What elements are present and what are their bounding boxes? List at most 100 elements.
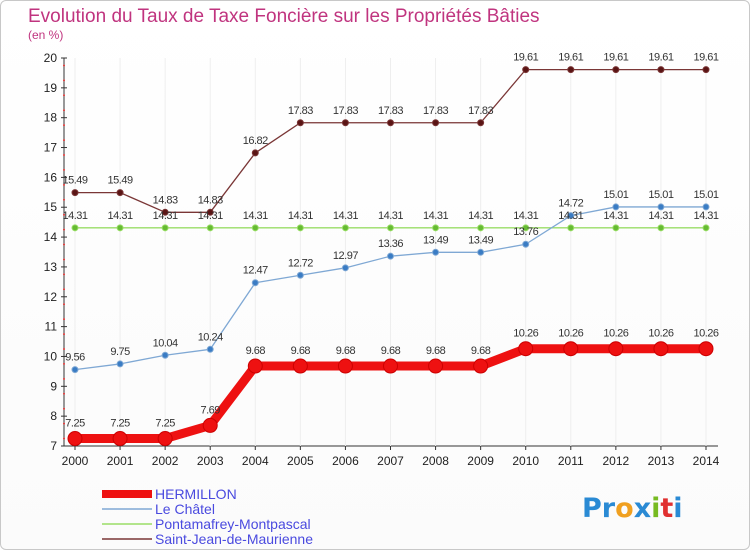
data-point-pontamafrey-montpascal (612, 224, 620, 232)
data-point-pontamafrey-montpascal (657, 224, 665, 232)
y-tick-label: 20 (44, 51, 58, 65)
data-point-saint-jean-de-maurienne (296, 119, 304, 127)
data-label-hermillon: 7.25 (110, 418, 130, 430)
data-point-hermillon (383, 358, 398, 374)
y-minor-dot (63, 243, 65, 246)
y-minor-dot (63, 333, 65, 336)
data-point-pontamafrey-montpascal (567, 224, 575, 232)
y-tick-label: 12 (44, 290, 58, 304)
proxiti-logo: Proxiti (582, 493, 683, 524)
data-label-hermillon: 7.25 (65, 418, 85, 430)
data-point-hermillon (518, 341, 534, 357)
data-point-hermillon (112, 431, 128, 447)
data-label-hermillon: 9.68 (471, 345, 491, 357)
y-minor-dot (63, 168, 65, 171)
data-point-pontamafrey-montpascal (702, 224, 710, 232)
y-minor-dot (63, 198, 65, 201)
y-minor-dot (63, 407, 65, 410)
data-point-saint-jean-de-maurienne (387, 119, 394, 127)
y-minor-dot (63, 79, 65, 82)
data-label-saint-jean-de-maurienne: 19.61 (513, 52, 538, 64)
data-point-hermillon (428, 358, 444, 374)
data-label-le-chatel: 12.72 (288, 257, 313, 269)
data-point-pontamafrey-montpascal (387, 224, 394, 232)
data-label-saint-jean-de-maurienne: 19.61 (603, 52, 628, 64)
x-tick-label: 2000 (62, 454, 89, 468)
data-label-hermillon: 10.26 (558, 328, 583, 340)
data-point-pontamafrey-montpascal (71, 224, 79, 232)
data-point-pontamafrey-montpascal (432, 224, 440, 232)
x-tick-label: 2010 (512, 454, 539, 468)
data-point-hermillon (157, 431, 173, 447)
data-label-saint-jean-de-maurienne: 19.61 (648, 52, 673, 64)
data-label-le-chatel: 10.24 (198, 331, 223, 343)
logo-letter: P (582, 493, 602, 524)
data-label-saint-jean-de-maurienne: 19.61 (558, 52, 583, 64)
y-minor-dot (63, 348, 65, 350)
legend-label-saint-jean-de-maurienne: Saint-Jean-de-Maurienne (155, 531, 313, 547)
y-minor-dot (63, 288, 65, 291)
data-point-le-chatel (251, 279, 259, 287)
x-tick-label: 2008 (422, 454, 449, 468)
data-point-saint-jean-de-maurienne (432, 119, 440, 127)
x-tick-label: 2005 (287, 454, 314, 468)
data-point-hermillon (608, 341, 624, 357)
data-point-saint-jean-de-maurienne (71, 189, 79, 197)
data-label-saint-jean-de-maurienne: 16.82 (243, 135, 268, 147)
data-point-pontamafrey-montpascal (477, 224, 485, 232)
data-point-pontamafrey-montpascal (206, 224, 214, 232)
data-label-saint-jean-de-maurienne: 14.83 (153, 194, 178, 206)
y-tick-label: 18 (44, 111, 58, 125)
data-point-saint-jean-de-maurienne (161, 208, 169, 216)
x-tick-label: 2002 (152, 454, 179, 468)
y-tick-label: 16 (44, 170, 58, 184)
data-label-hermillon: 10.26 (603, 328, 628, 340)
y-minor-dot (63, 139, 65, 142)
data-label-saint-jean-de-maurienne: 15.49 (108, 175, 133, 187)
data-label-hermillon: 9.68 (291, 345, 311, 357)
y-tick-label: 19 (44, 81, 58, 95)
data-point-hermillon (292, 358, 308, 374)
data-point-le-chatel (161, 351, 169, 359)
data-label-le-chatel: 9.56 (65, 352, 85, 364)
data-label-le-chatel: 15.01 (603, 189, 628, 201)
data-label-pontamafrey-montpascal: 14.31 (243, 210, 268, 222)
data-point-le-chatel (296, 271, 304, 279)
data-point-le-chatel (522, 240, 530, 248)
y-tick-label: 17 (44, 141, 58, 155)
chart-title: Evolution du Taux de Taxe Foncière sur l… (28, 6, 540, 27)
data-point-saint-jean-de-maurienne (251, 149, 259, 157)
data-point-hermillon (563, 341, 579, 357)
logo-letter: t (660, 493, 673, 524)
data-point-pontamafrey-montpascal (251, 224, 259, 232)
data-point-hermillon (337, 358, 353, 374)
y-minor-dot (63, 94, 65, 97)
proxiti-logo-text: Proxiti (582, 493, 683, 524)
x-tick-label: 2003 (197, 454, 224, 468)
y-minor-dot (63, 377, 65, 380)
y-tick-label: 13 (44, 260, 58, 274)
y-tick-label: 9 (50, 379, 57, 393)
data-point-le-chatel (567, 212, 575, 220)
data-label-pontamafrey-montpascal: 14.31 (288, 210, 313, 222)
data-point-le-chatel (612, 203, 620, 211)
legend: HERMILLON Le Châtel Pontamafrey-Montpasc… (102, 486, 313, 547)
data-label-le-chatel: 14.72 (558, 198, 583, 210)
series-layer (67, 66, 714, 447)
y-minor-dot (63, 422, 65, 425)
data-point-hermillon (67, 431, 83, 447)
data-label-pontamafrey-montpascal: 14.31 (423, 210, 448, 222)
data-label-le-chatel: 9.75 (110, 346, 130, 358)
data-label-le-chatel: 10.04 (153, 337, 178, 349)
data-label-saint-jean-de-maurienne: 15.49 (62, 175, 87, 187)
data-label-le-chatel: 13.36 (378, 238, 403, 250)
y-tick-label: 7 (50, 439, 57, 453)
data-label-pontamafrey-montpascal: 14.31 (378, 210, 403, 222)
data-label-le-chatel: 12.47 (243, 265, 268, 277)
x-tick-label: 2004 (242, 454, 269, 468)
data-label-le-chatel: 15.01 (693, 189, 718, 201)
data-label-pontamafrey-montpascal: 14.31 (648, 210, 673, 222)
data-label-pontamafrey-montpascal: 14.31 (198, 210, 223, 222)
data-label-hermillon: 9.68 (426, 345, 446, 357)
